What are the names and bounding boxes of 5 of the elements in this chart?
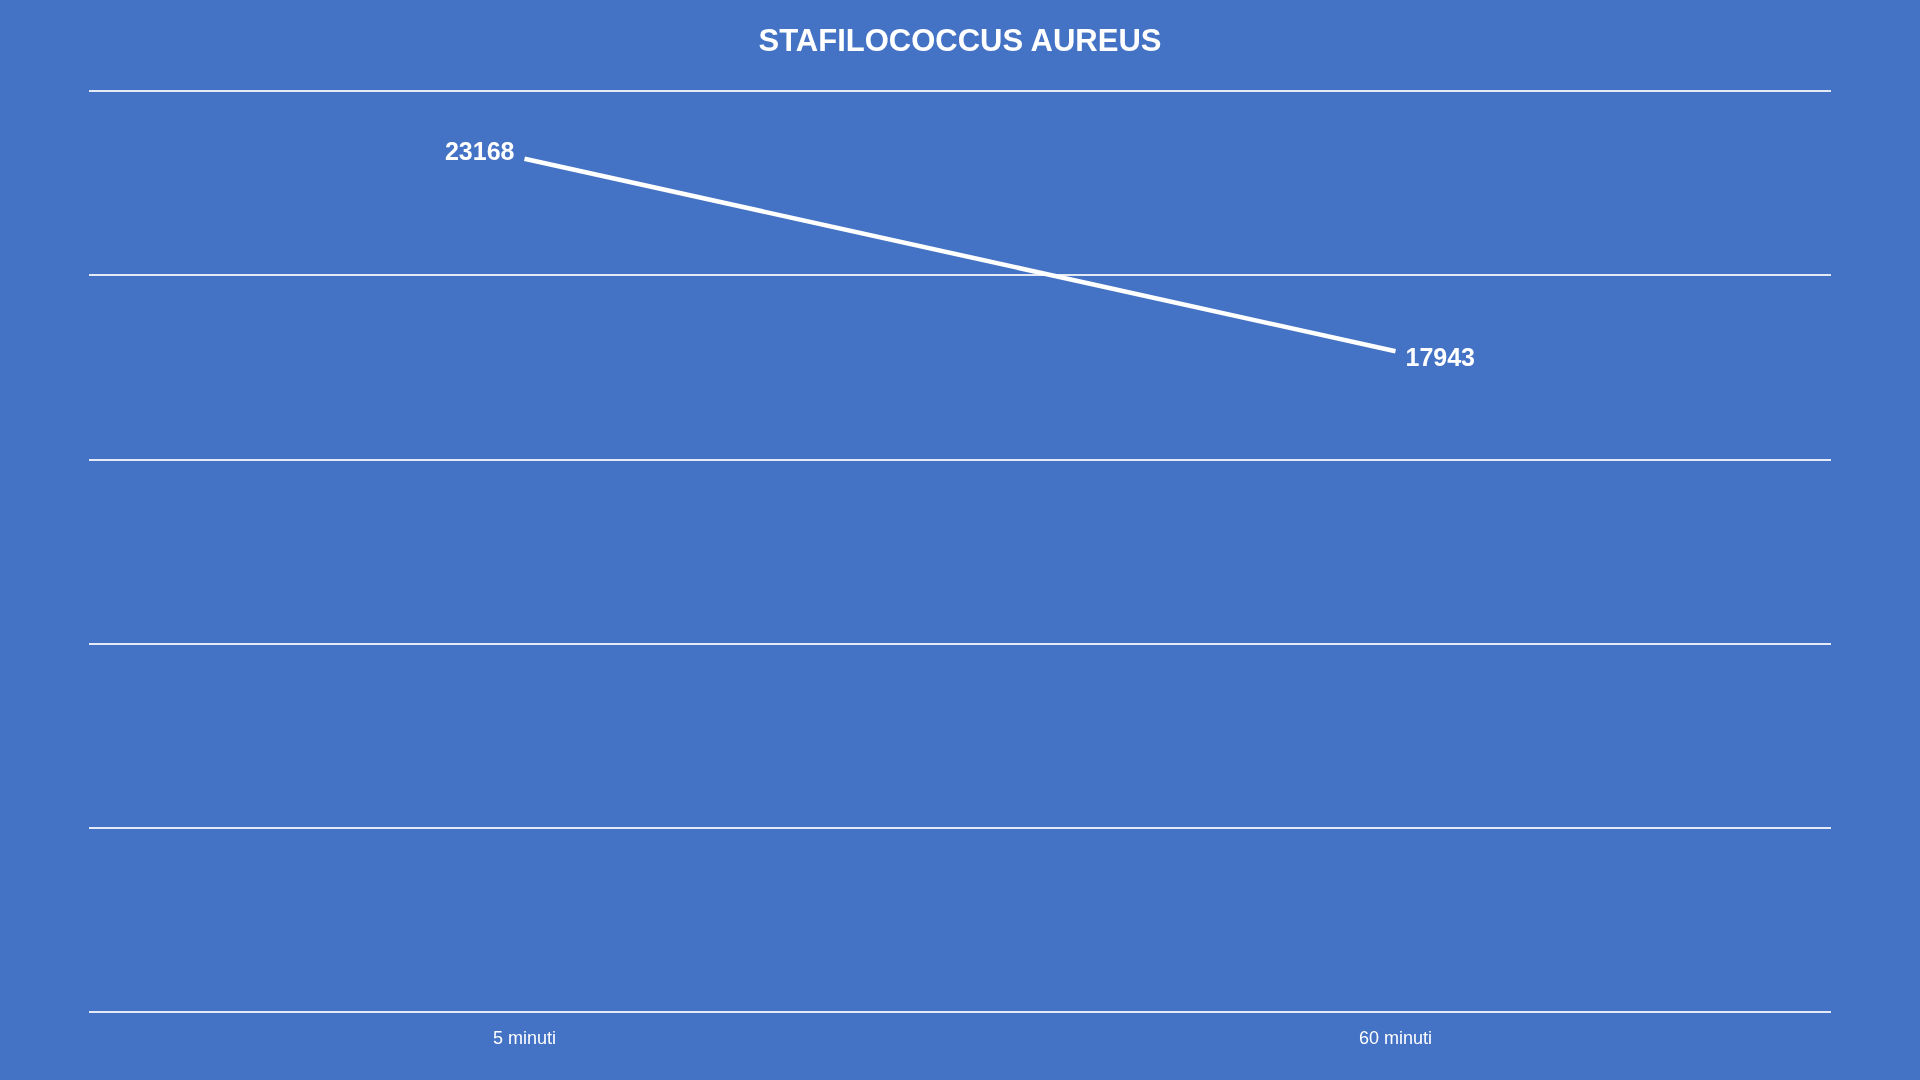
chart-title: STAFILOCOCCUS AUREUS — [758, 23, 1162, 59]
data-label: 17943 — [1405, 343, 1476, 372]
x-tick-label: 5 minuti — [492, 1028, 557, 1049]
x-tick-label: 60 minuti — [1358, 1028, 1433, 1049]
data-label: 23168 — [444, 136, 515, 165]
